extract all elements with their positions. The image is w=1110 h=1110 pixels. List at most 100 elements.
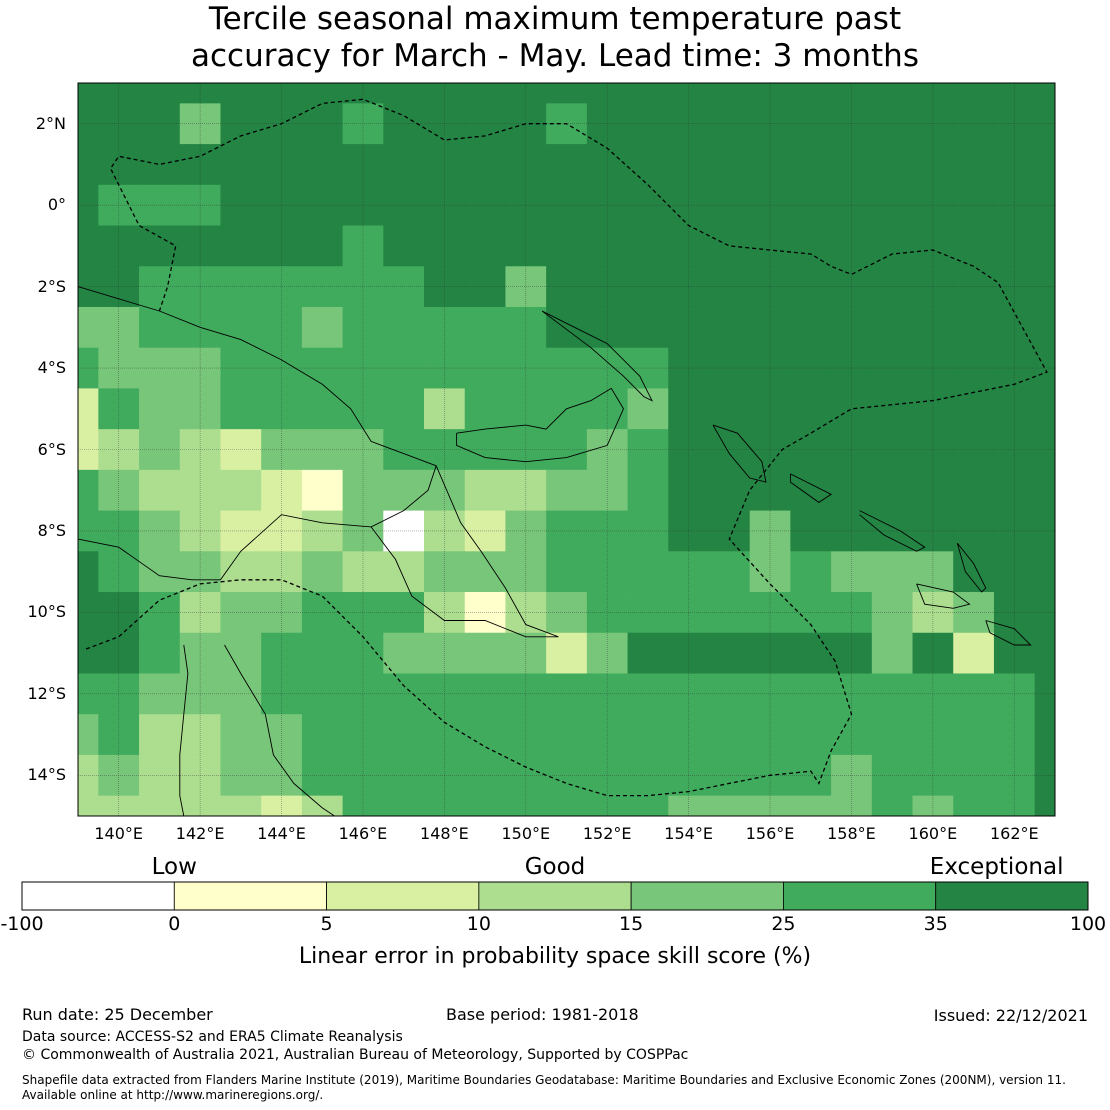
grid-cell [871, 714, 913, 756]
grid-cell [342, 469, 384, 511]
grid-cell [301, 225, 344, 267]
grid-cell [179, 795, 221, 817]
grid-cell [871, 469, 913, 511]
grid-cell [301, 632, 344, 674]
longitude-tick-label: 142°E [175, 824, 225, 843]
grid-cell [139, 714, 181, 756]
grid-cell [139, 795, 181, 817]
grid-cell [749, 144, 791, 186]
grid-cell [790, 306, 832, 349]
data-source: Data source: ACCESS-S2 and ERA5 Climate … [22, 1029, 403, 1045]
colorbar [21, 881, 1089, 911]
grid-cell [586, 795, 628, 817]
grid-cell [871, 388, 913, 430]
grid-cell [383, 388, 425, 430]
latitude-tick-label: 12°S [27, 683, 66, 703]
grid-cell [708, 144, 751, 186]
grid-cell [179, 144, 221, 186]
grid-cell [546, 83, 588, 104]
longitude-tick-label: 156°E [745, 824, 795, 843]
grid-cell [953, 306, 995, 349]
grid-cell [220, 306, 262, 349]
grid-cell [790, 388, 832, 430]
grid-cell [261, 469, 303, 511]
longitude-tick-label: 150°E [501, 824, 551, 843]
grid-cell [871, 83, 913, 104]
eez-boundary [85, 98, 1048, 797]
graticule [78, 83, 1055, 816]
grid-cell [627, 551, 669, 593]
grid-cell [98, 144, 140, 186]
coastlines [77, 286, 1032, 817]
coastline [179, 644, 189, 817]
grid-cell [546, 144, 588, 186]
grid-cell [139, 469, 181, 511]
longitude-tick-label: 144°E [257, 824, 306, 843]
grid-cell [139, 306, 181, 349]
grid-cell [139, 184, 181, 226]
grid-cell [464, 469, 506, 511]
grid-cell [586, 469, 628, 511]
longitude-tick-label: 148°E [420, 824, 469, 843]
grid-cell [78, 144, 99, 186]
grid-cell [78, 469, 99, 511]
grid-cell [708, 306, 751, 349]
grid-cell [78, 306, 99, 349]
grid-cell [708, 673, 751, 715]
issued-date: Issued: 22/12/2021 [933, 1006, 1088, 1025]
eez-boundary-line [85, 98, 1048, 797]
grid-cell [790, 469, 832, 511]
grid-cell [708, 388, 751, 430]
grid-cell [790, 144, 832, 186]
grid-cell [953, 225, 995, 267]
longitude-tick-label: 158°E [827, 824, 876, 843]
grid-cell [424, 144, 466, 186]
grid-cell [383, 551, 425, 593]
grid-cell [1034, 632, 1056, 674]
grid-cell [1034, 592, 1056, 634]
coastline [712, 424, 767, 483]
grid-cell [1034, 469, 1056, 511]
colorbar-category-low: Low [151, 854, 197, 880]
colorbar-tick-label: 15 [619, 913, 644, 935]
colorbar-segment [173, 881, 327, 911]
grid-cell [708, 103, 751, 145]
grid-cell [78, 83, 99, 104]
grid-cell [708, 225, 751, 267]
grid-cell [912, 469, 954, 511]
grid-cell [78, 551, 99, 593]
colorbar-tick-label: -100 [0, 913, 44, 935]
map-title-line-2: accuracy for March - May. Lead time: 3 m… [191, 38, 919, 74]
latitude-tick-label: 6°S [37, 439, 66, 459]
grid-cell [383, 714, 425, 756]
grid-cell [261, 144, 303, 186]
copyright: © Commonwealth of Australia 2021, Austra… [22, 1047, 689, 1063]
latitude-tick-label: 0° [47, 195, 66, 215]
grid-cell [627, 469, 669, 511]
grid-cell [139, 754, 181, 797]
run-date: Run date: 25 December [22, 1005, 213, 1024]
colorbar-tick-label: 100 [1069, 913, 1107, 935]
grid-cell [1034, 795, 1056, 817]
grid-cell [953, 795, 995, 817]
grid-cell [668, 144, 710, 186]
map-frame [77, 82, 1056, 817]
grid-cell [1034, 673, 1056, 715]
grid-cell [708, 83, 751, 104]
longitude-tick-label: 140°E [94, 824, 144, 843]
colorbar-segment [783, 881, 937, 911]
latitude-tick-label: 2°N [35, 113, 66, 133]
grid-cell [179, 469, 221, 511]
grid-cell [464, 144, 506, 186]
grid-cell [220, 632, 262, 674]
coastline [985, 620, 1032, 646]
grid-cell [1034, 225, 1056, 267]
latitude-tick-label: 10°S [27, 602, 66, 622]
grid-cell [1034, 103, 1056, 145]
grid-cell [912, 795, 954, 817]
grid-cell [78, 388, 99, 430]
grid-cell [139, 266, 181, 308]
colorbar-segment [630, 881, 784, 911]
grid-cell [464, 714, 506, 756]
